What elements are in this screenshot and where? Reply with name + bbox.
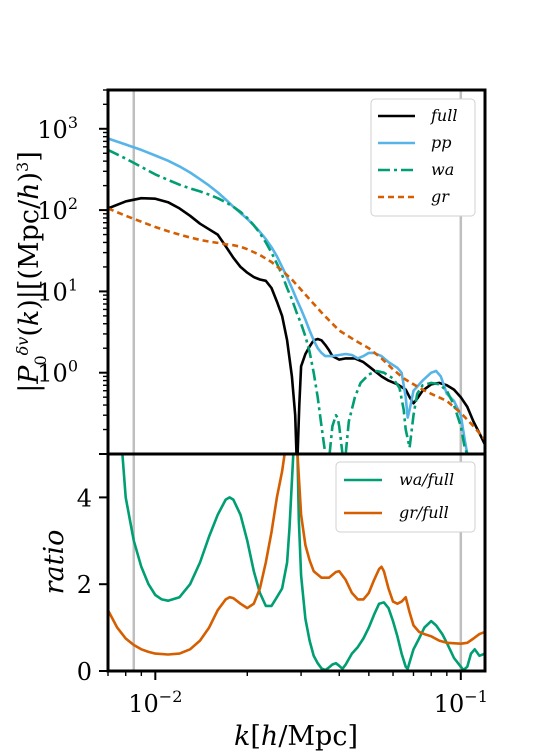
legend-label-gr: gr — [431, 187, 450, 206]
series-wa-line-seg3 — [344, 369, 469, 454]
bottom-series-group — [108, 454, 485, 671]
bottom-legend: wa/full gr/full — [335, 461, 476, 533]
series-gr-ratio-line — [108, 454, 286, 656]
x-tick-label: 10−1 — [434, 687, 488, 718]
top-legend-box — [370, 98, 476, 217]
svg-text:k[h/Mpc]: k[h/Mpc] — [234, 721, 358, 752]
series-wa-ratio-line — [121, 454, 295, 608]
series-wa-ratio-line-seg2 — [296, 454, 485, 671]
series-gr-ratio-line-seg2 — [296, 454, 485, 645]
bottom-y-axis-title: ratio — [39, 530, 70, 595]
series-wa-line — [108, 148, 327, 454]
top-y-ticks: 100 101 102 103 — [37, 89, 108, 455]
series-pp-line — [108, 137, 469, 454]
legend-label-wa: wa — [431, 160, 454, 179]
top-y-axis-title: |P0δv(k)|[(Mpc/h)3] — [13, 151, 50, 393]
legend-label-full: full — [430, 106, 457, 125]
bottom-y-ticks: 0 2 4 — [77, 484, 108, 686]
top-y-tick-label: 102 — [37, 194, 78, 225]
top-series-group — [108, 137, 485, 454]
series-wa-line-seg2 — [328, 413, 344, 454]
svg-text:|P0δv(k)|[(Mpc/h)3]: |P0δv(k)|[(Mpc/h)3] — [13, 151, 50, 393]
ratio-panel: 0 2 4 10−2 10−1 wa/full gr/full ratio k[h/Mp… — [39, 452, 488, 752]
x-tick-label: 10−2 — [128, 687, 182, 718]
series-full-line — [108, 196, 298, 454]
bottom-x-ticks: 10−2 10−1 — [107, 671, 488, 718]
bottom-y-tick-label: 2 — [77, 571, 92, 599]
legend-label-gr-ratio: gr/full — [399, 503, 449, 522]
top-legend: full pp wa gr — [370, 98, 476, 217]
top-y-tick-label: 103 — [37, 113, 78, 144]
x-axis-title: k[h/Mpc] — [234, 721, 358, 752]
bottom-y-tick-label: 4 — [77, 484, 92, 512]
bottom-plot-frame — [106, 452, 487, 673]
series-gr-line — [108, 207, 485, 441]
top-y-tick-label: 100 — [37, 357, 78, 388]
top-y-tick-label: 101 — [37, 275, 78, 306]
series-full-line-seg2 — [296, 337, 485, 454]
legend-label-pp: pp — [431, 133, 451, 152]
bottom-y-tick-label: 0 — [77, 658, 92, 686]
legend-label-wa-ratio: wa/full — [399, 470, 454, 489]
power-spectrum-panel: 100 101 102 103 full pp wa gr |P0δv(k)|[(Mpc/h… — [13, 88, 487, 456]
